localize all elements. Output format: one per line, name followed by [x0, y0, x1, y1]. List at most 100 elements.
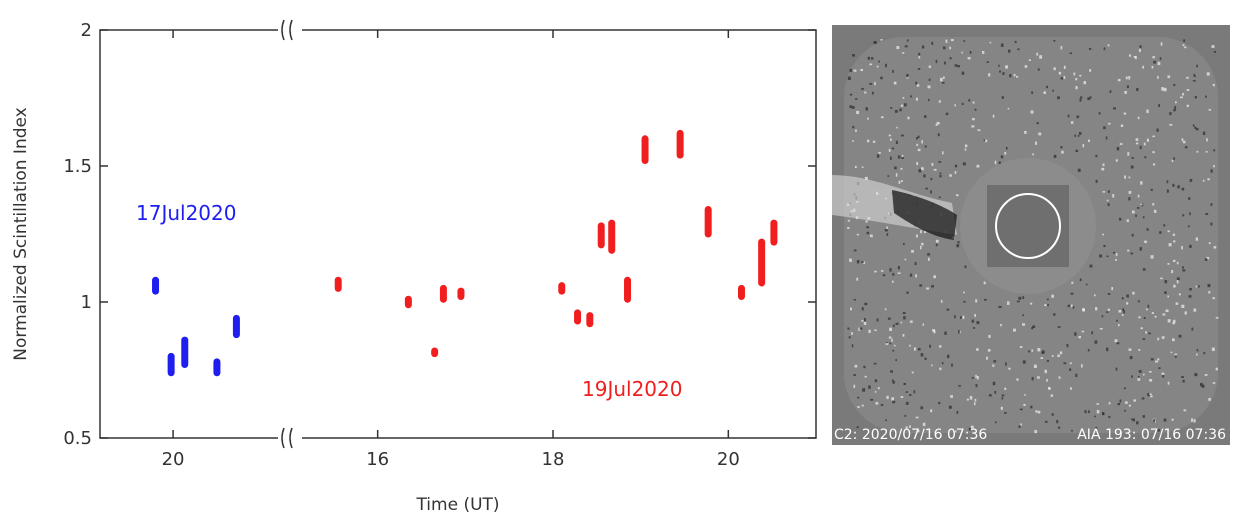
- noise-speck: [921, 167, 924, 171]
- noise-speck: [1044, 369, 1047, 374]
- noise-speck: [1135, 138, 1139, 141]
- noise-speck: [1050, 394, 1054, 397]
- noise-speck: [1191, 327, 1194, 331]
- noise-speck: [1099, 327, 1103, 330]
- noise-speck: [1116, 147, 1120, 151]
- noise-speck: [1018, 425, 1021, 428]
- noise-speck: [971, 319, 974, 323]
- chart-marks: [152, 129, 778, 377]
- noise-speck: [1094, 415, 1096, 418]
- noise-speck: [907, 116, 910, 120]
- noise-speck: [1076, 115, 1080, 119]
- noise-speck: [1019, 346, 1023, 348]
- noise-speck: [1213, 246, 1217, 249]
- noise-speck: [1013, 328, 1016, 332]
- noise-speck: [1184, 46, 1187, 49]
- noise-speck: [974, 313, 977, 317]
- noise-speck: [1103, 126, 1106, 130]
- noise-speck: [1210, 169, 1213, 173]
- noise-speck: [864, 176, 868, 181]
- noise-speck: [1000, 406, 1003, 410]
- noise-speck: [1138, 348, 1141, 351]
- noise-speck: [1212, 297, 1215, 300]
- noise-speck: [1192, 124, 1195, 127]
- noise-speck: [1146, 138, 1150, 142]
- noise-speck: [899, 108, 902, 112]
- noise-speck: [1071, 430, 1073, 432]
- noise-speck: [872, 140, 876, 143]
- noise-speck: [1093, 294, 1096, 297]
- noise-speck: [1199, 383, 1203, 387]
- noise-speck: [1103, 47, 1106, 51]
- noise-speck: [870, 398, 874, 401]
- noise-speck: [869, 82, 873, 85]
- noise-speck: [1096, 403, 1100, 405]
- noise-speck: [1131, 418, 1134, 421]
- noise-speck: [900, 168, 903, 170]
- noise-speck: [1186, 89, 1190, 92]
- noise-speck: [1130, 165, 1134, 169]
- noise-speck: [1087, 349, 1090, 352]
- noise-speck: [1063, 362, 1067, 365]
- noise-speck: [1118, 309, 1122, 313]
- noise-speck: [1182, 44, 1185, 47]
- noise-speck: [933, 275, 936, 279]
- noise-speck: [1016, 378, 1019, 381]
- noise-speck: [939, 367, 942, 371]
- noise-speck: [1163, 87, 1167, 92]
- noise-speck: [1163, 418, 1167, 422]
- noise-speck: [861, 404, 864, 407]
- noise-speck: [1156, 128, 1159, 132]
- noise-speck: [1030, 302, 1033, 305]
- noise-speck: [1149, 378, 1153, 382]
- noise-speck: [890, 107, 893, 109]
- noise-speck: [880, 76, 883, 80]
- noise-speck: [1118, 323, 1120, 327]
- noise-speck: [1215, 367, 1218, 371]
- noise-speck: [1000, 43, 1004, 47]
- noise-speck: [888, 148, 891, 152]
- noise-speck: [1089, 69, 1092, 72]
- noise-speck: [1207, 283, 1211, 288]
- noise-speck: [969, 50, 972, 54]
- noise-speck: [852, 140, 854, 142]
- noise-speck: [921, 140, 923, 144]
- noise-speck: [1158, 104, 1161, 108]
- noise-speck: [1144, 240, 1147, 244]
- noise-speck: [1121, 297, 1124, 300]
- noise-speck: [1031, 349, 1034, 352]
- noise-speck: [939, 172, 942, 175]
- noise-speck: [1126, 219, 1129, 223]
- noise-speck: [913, 390, 916, 394]
- noise-speck: [863, 261, 866, 264]
- noise-speck: [1001, 394, 1005, 397]
- noise-speck: [886, 226, 888, 230]
- noise-speck: [1123, 387, 1126, 390]
- noise-speck: [1022, 314, 1025, 317]
- noise-speck: [1072, 306, 1075, 309]
- noise-speck: [1164, 291, 1167, 294]
- noise-speck: [914, 262, 917, 266]
- noise-speck: [928, 65, 932, 68]
- noise-speck: [1004, 387, 1007, 391]
- noise-speck: [1171, 159, 1174, 163]
- noise-speck: [866, 231, 870, 235]
- noise-speck: [895, 173, 898, 177]
- noise-speck: [900, 134, 904, 137]
- noise-speck: [895, 140, 898, 145]
- noise-speck: [1128, 190, 1132, 194]
- noise-speck: [1153, 209, 1157, 213]
- noise-speck: [1051, 355, 1054, 357]
- noise-speck: [1053, 39, 1056, 42]
- noise-speck: [892, 69, 894, 73]
- noise-speck: [992, 364, 995, 367]
- noise-speck: [1128, 54, 1132, 57]
- noise-speck: [909, 273, 913, 277]
- noise-speck: [1057, 96, 1060, 100]
- noise-speck: [935, 59, 938, 64]
- noise-speck: [939, 175, 942, 178]
- noise-speck: [891, 397, 895, 401]
- noise-speck: [986, 61, 990, 63]
- noise-speck: [1032, 153, 1035, 156]
- noise-speck: [975, 299, 978, 303]
